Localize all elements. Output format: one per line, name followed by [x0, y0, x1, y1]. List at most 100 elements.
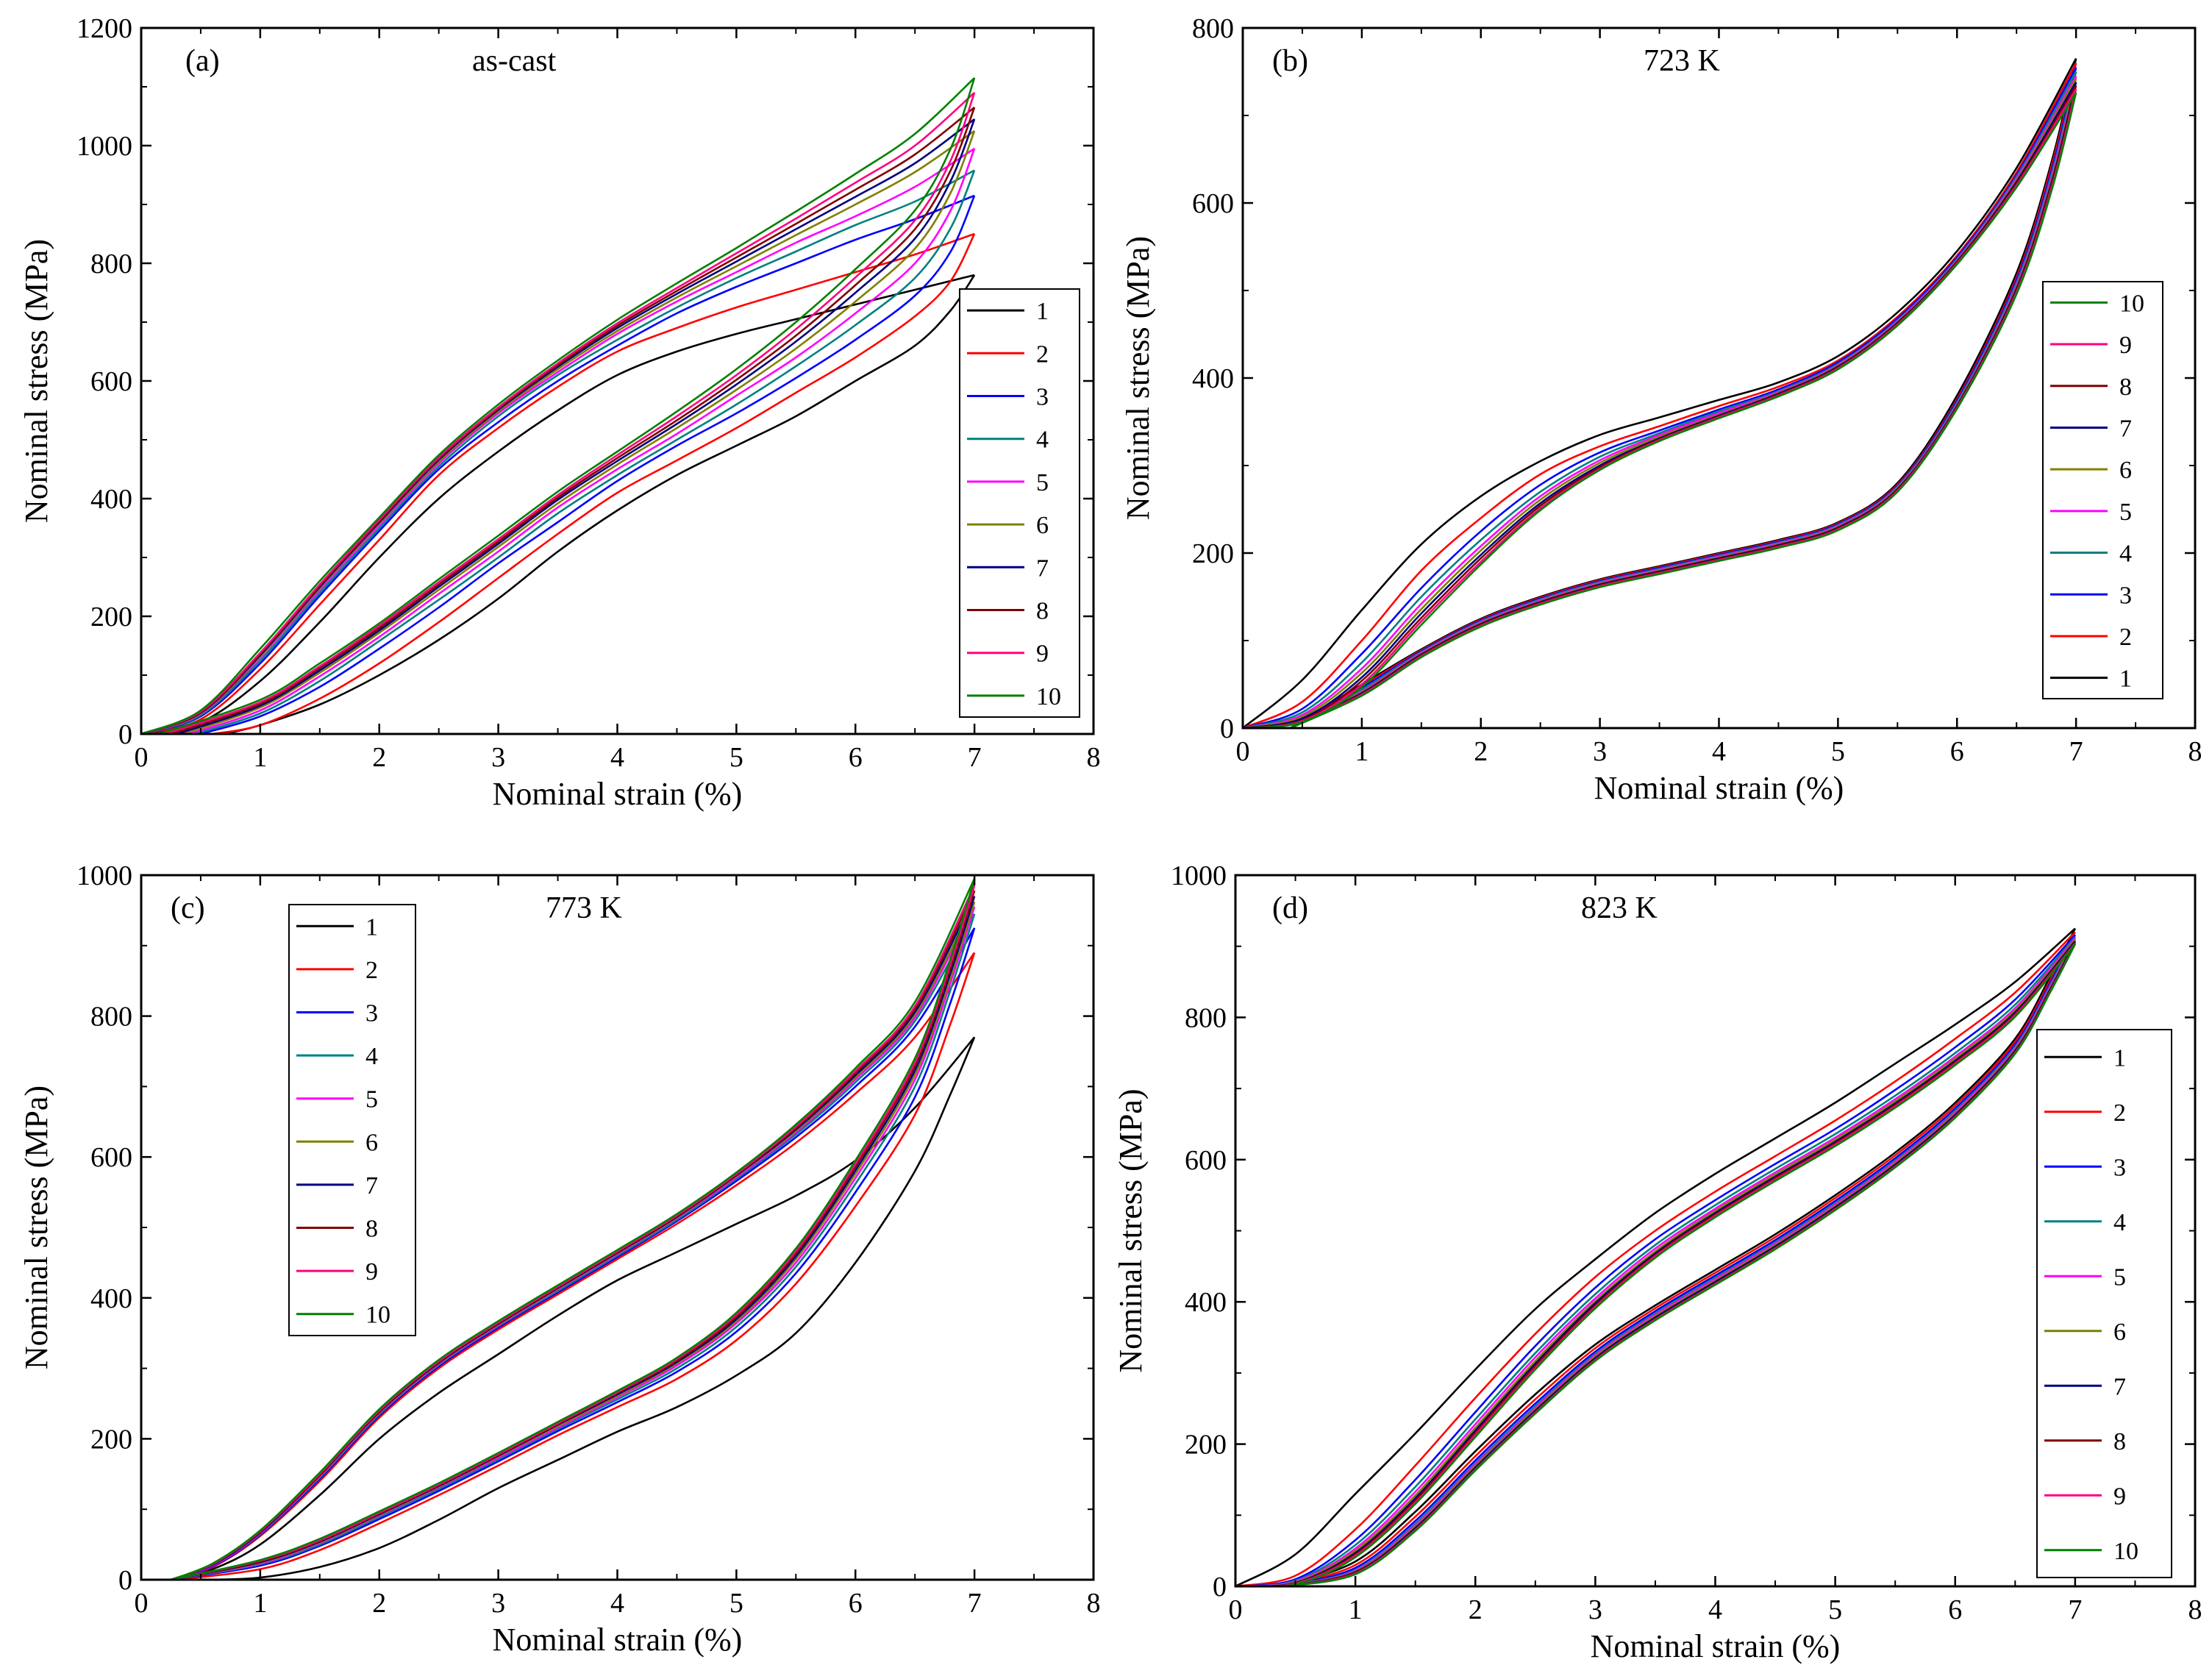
y-tick-label: 0 [118, 719, 132, 750]
legend-label-5: 5 [2113, 1263, 2126, 1291]
series-10-loading-line [1235, 943, 2076, 1586]
series-1-loading-line [141, 274, 975, 734]
legend-label-1: 1 [365, 913, 378, 941]
panel-title: 823 K [1581, 891, 1658, 925]
y-tick-label: 200 [1185, 1430, 1227, 1461]
legend-label-9: 9 [365, 1258, 378, 1286]
series-3-loading-line [1243, 66, 2077, 728]
series-4-unloading-line [1290, 71, 2077, 728]
legend: 10 9 8 7 6 5 4 3 2 1 [2042, 281, 2163, 699]
series-9-unloading-line [171, 885, 976, 1580]
x-tick-label: 6 [1948, 1594, 1962, 1625]
legend-label-7: 7 [365, 1172, 378, 1199]
y-tick-label: 200 [90, 602, 132, 632]
panel-label: (d) [1272, 891, 1308, 925]
y-tick-label: 1000 [76, 860, 132, 891]
series-4-unloading-line [194, 170, 976, 734]
legend-label-2: 2 [1036, 341, 1049, 368]
legend-box [2042, 281, 2163, 699]
legend-label-10: 10 [2119, 290, 2144, 317]
series-2-loading-line [1243, 62, 2077, 728]
legend-box [2036, 1029, 2172, 1578]
y-tick-label: 400 [1185, 1287, 1227, 1318]
y-axis-title: Nominal stress (MPa) [18, 239, 54, 523]
series-1-unloading-line [1282, 927, 2077, 1586]
series-curves [1243, 57, 2077, 728]
x-tick-label: 5 [1828, 1594, 1842, 1625]
x-tick-label: 4 [1708, 1594, 1722, 1625]
series-4-loading-line [1243, 71, 2077, 728]
x-axis-title: Nominal strain (%) [1594, 770, 1844, 806]
legend-label-6: 6 [365, 1129, 378, 1156]
series-10-loading-line [1243, 92, 2077, 728]
y-tick-label: 400 [90, 484, 132, 515]
legend: 1 2 3 4 5 6 7 8 9 10 [288, 904, 416, 1336]
series-3-unloading-line [200, 195, 976, 734]
series-5-unloading-line [188, 148, 976, 734]
x-tick-label: 3 [491, 742, 505, 773]
x-tick-label: 1 [253, 742, 267, 773]
x-tick-label: 2 [372, 1588, 386, 1619]
x-axis-title: Nominal strain (%) [493, 776, 743, 812]
series-2-loading-line [1235, 931, 2076, 1586]
series-6-unloading-line [182, 130, 976, 734]
series-1-unloading-line [224, 274, 976, 734]
legend-label-2: 2 [365, 957, 378, 984]
legend-label-3: 3 [365, 1000, 378, 1027]
y-tick-label: 0 [1213, 1572, 1227, 1603]
y-tick-label: 600 [1185, 1145, 1227, 1176]
x-axis-title: Nominal strain (%) [493, 1622, 743, 1658]
series-3-unloading-line [1282, 934, 2077, 1586]
series-4-loading-line [1235, 936, 2076, 1586]
legend-label-7: 7 [2119, 415, 2132, 442]
legend-label-6: 6 [1036, 512, 1049, 539]
x-tick-label: 0 [1229, 1594, 1243, 1625]
series-curves [1235, 927, 2077, 1586]
x-tick-label: 5 [729, 742, 743, 773]
series-1-loading-line [1235, 927, 2076, 1586]
series-8-unloading-line [171, 107, 976, 734]
legend-label-4: 4 [365, 1043, 378, 1070]
series-2-unloading-line [212, 233, 976, 734]
series-curves [141, 77, 976, 734]
series-5-loading-line [1243, 75, 2077, 728]
panel-label: (c) [171, 891, 205, 925]
x-tick-label: 0 [135, 1588, 149, 1619]
legend-label-8: 8 [1036, 598, 1049, 625]
series-1-loading-line [1243, 57, 2077, 728]
legend-label-8: 8 [365, 1216, 378, 1243]
x-tick-label: 6 [849, 742, 863, 773]
legend-label-5: 5 [1036, 469, 1049, 496]
legend-label-10: 10 [1036, 683, 1061, 710]
x-tick-label: 3 [491, 1588, 505, 1619]
legend-label-1: 1 [1036, 298, 1049, 325]
legend-label-1: 1 [2113, 1044, 2126, 1072]
series-5-unloading-line [1283, 938, 2077, 1586]
series-9-unloading-line [1283, 943, 2077, 1586]
legend-label-6: 6 [2119, 457, 2132, 484]
legend-label-4: 4 [1036, 427, 1049, 454]
x-tick-label: 2 [372, 742, 386, 773]
y-tick-label: 600 [90, 366, 132, 397]
y-tick-label: 200 [1192, 538, 1234, 569]
series-10-loading-line [141, 77, 975, 734]
series-10-unloading-line [1283, 944, 2077, 1586]
legend-label-8: 8 [2113, 1428, 2126, 1455]
series-7-loading-line [1235, 941, 2076, 1586]
series-10-loading-line [171, 878, 976, 1580]
x-tick-label: 8 [2188, 1594, 2202, 1625]
series-2-unloading-line [1282, 931, 2077, 1586]
legend-label-4: 4 [2119, 541, 2132, 568]
series-8-loading-line [1235, 942, 2076, 1586]
legend: 1 2 3 4 5 6 7 8 9 10 [959, 288, 1080, 718]
x-tick-label: 8 [1087, 742, 1101, 773]
series-6-loading-line [1235, 939, 2076, 1586]
y-tick-label: 800 [1185, 1002, 1227, 1033]
x-tick-label: 2 [1474, 736, 1488, 767]
y-tick-label: 400 [90, 1283, 132, 1314]
series-9-loading-line [141, 92, 975, 734]
y-tick-label: 600 [1192, 188, 1234, 219]
series-2-loading-line [141, 232, 975, 734]
series-2-unloading-line [176, 952, 976, 1580]
legend-label-2: 2 [2119, 624, 2132, 651]
